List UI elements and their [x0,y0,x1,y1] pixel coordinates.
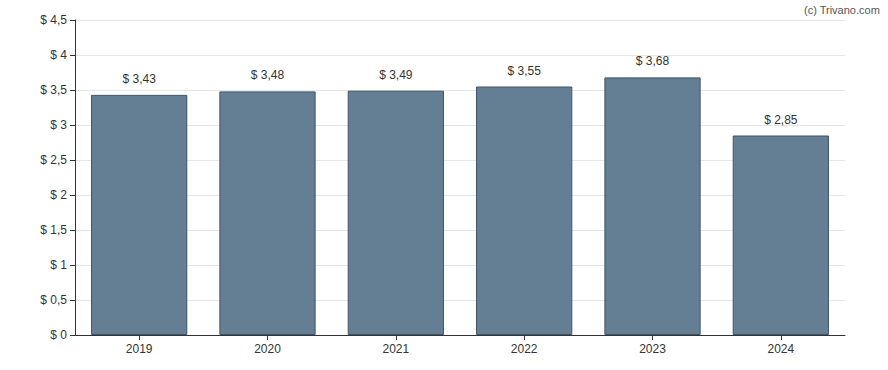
svg-text:$ 4,5: $ 4,5 [40,13,67,27]
svg-text:$ 4: $ 4 [50,48,67,62]
svg-text:2020: 2020 [254,342,281,356]
svg-text:$ 2,5: $ 2,5 [40,153,67,167]
svg-text:$ 1,5: $ 1,5 [40,223,67,237]
svg-text:$ 3,49: $ 3,49 [379,68,413,82]
svg-text:$ 3,5: $ 3,5 [40,83,67,97]
svg-text:$ 3,68: $ 3,68 [636,54,670,68]
svg-text:2019: 2019 [126,342,153,356]
svg-text:$ 3: $ 3 [50,118,67,132]
svg-text:$ 3,48: $ 3,48 [251,68,285,82]
svg-text:$ 2: $ 2 [50,188,67,202]
svg-text:$ 0: $ 0 [50,328,67,342]
svg-text:2024: 2024 [767,342,794,356]
svg-text:$ 1: $ 1 [50,258,67,272]
svg-text:2022: 2022 [511,342,538,356]
svg-text:$ 3,55: $ 3,55 [507,64,541,78]
svg-text:$ 3,43: $ 3,43 [122,72,156,86]
svg-text:2021: 2021 [382,342,409,356]
svg-text:$ 2,85: $ 2,85 [764,113,798,127]
svg-text:2023: 2023 [639,342,666,356]
svg-text:(c) Trivano.com: (c) Trivano.com [804,4,880,16]
svg-text:$ 0,5: $ 0,5 [40,293,67,307]
